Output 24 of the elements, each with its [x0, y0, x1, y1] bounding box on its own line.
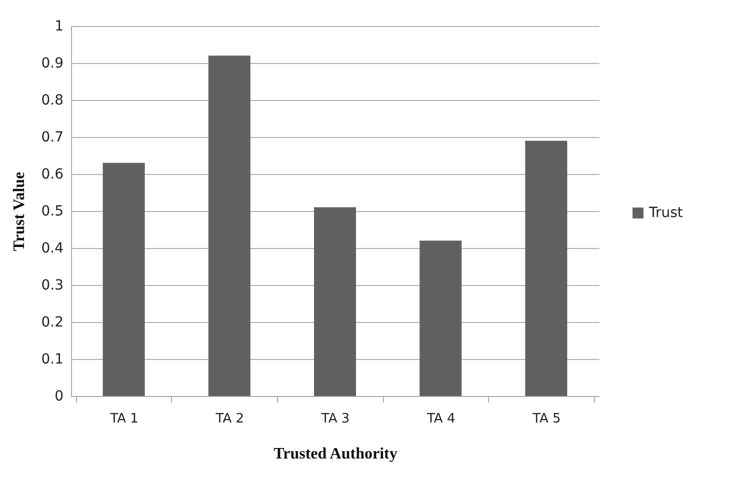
- bar: [102, 162, 145, 396]
- bar: [314, 207, 356, 396]
- y-tick-label: 0.8: [41, 92, 64, 108]
- bar: [420, 240, 462, 396]
- x-tick-label: TA 4: [426, 412, 456, 426]
- y-tick-label: 0.4: [41, 240, 64, 256]
- x-tick-label: TA 5: [532, 412, 561, 426]
- x-axis-title: Trusted Authority: [274, 446, 398, 462]
- bar: [525, 140, 568, 396]
- y-tick-label: 0.7: [41, 130, 64, 146]
- y-axis-title: Trust Value: [11, 172, 28, 252]
- y-tick-label: 0: [54, 388, 64, 404]
- x-tick-label: TA 2: [214, 412, 244, 426]
- x-tick-label: TA 3: [320, 412, 350, 426]
- y-tick-label: 1: [54, 18, 64, 34]
- y-tick-label: 0.1: [41, 352, 64, 368]
- y-tick-label: 0.5: [41, 204, 64, 220]
- y-tick-label: 0.3: [41, 278, 64, 294]
- legend-label: Trust: [648, 205, 684, 221]
- y-tick-label: 0.9: [41, 56, 64, 72]
- bar: [208, 56, 250, 396]
- y-tick-label: 0.2: [41, 314, 64, 330]
- x-tick-label: TA 1: [109, 412, 138, 426]
- y-tick-label: 0.6: [41, 166, 64, 182]
